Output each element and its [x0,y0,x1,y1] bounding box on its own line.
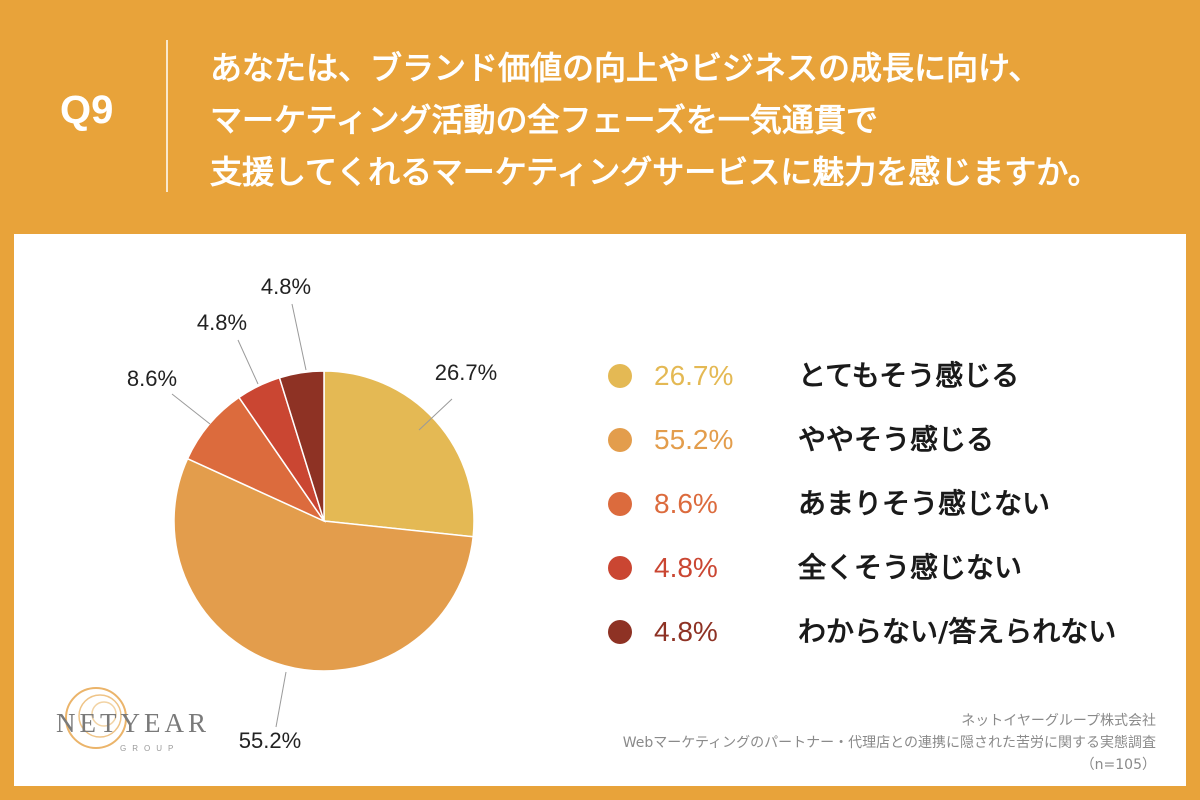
question-line-1: あなたは、ブランド価値の向上やビジネスの成長に向け、 [210,49,1041,87]
legend-value-5: 4.8% [654,616,718,647]
legend-dot-2 [608,428,632,452]
question-line-2: マーケティング活動の全フェーズを一気通貫で [210,101,878,139]
pie-chart: 26.7% 55.2% 8.6% 4.8% 4.8% [127,274,497,753]
pie-slice-1 [323,370,475,538]
logo-swirl-icon [65,687,127,749]
legend-item-2: 55.2% ややそう感じる [608,420,1168,460]
legend-value-3: 8.6% [654,488,718,519]
header-divider [166,40,168,192]
question-number: Q9 [60,88,114,132]
source-survey: Webマーケティングのパートナー・代理店との連携に隠された苦労に関する実態調査 [622,735,1156,751]
slice-label-5: 4.8% [261,274,311,299]
legend-value-2: 55.2% [654,424,734,455]
legend-label-1: とてもそう感じる [798,359,1020,392]
netyear-logo: NETYEAR GROUP [54,672,206,762]
question-line-3: 支援してくれるマーケティングサービスに魅力を感じますか。 [210,153,1100,191]
logo-subtext: GROUP [120,744,180,753]
pie-slice-5 [278,370,325,522]
source-company: ネットイヤーグループ株式会社 [961,713,1156,729]
logo-text: NETYEAR [56,708,210,738]
slice-label-4: 4.8% [197,310,247,335]
source-sample: （n=105） [1080,757,1156,773]
chart-card: 26.7% 55.2% 8.6% 4.8% 4.8% 26.7% とてもそう感じる 55… [14,234,1186,786]
slice-label-1: 26.7% [435,360,497,385]
question-text: あなたは、ブランド価値の向上やビジネスの成長に向け、 マーケティング活動の全フェ… [210,42,1190,198]
legend-label-4: 全くそう感じない [798,551,1023,584]
legend-label-5: わからない/答えられない [798,615,1117,648]
legend-item-5: 4.8% わからない/答えられない [608,612,1168,652]
slice-label-2: 55.2% [239,728,301,753]
legend-value-1: 26.7% [654,360,734,391]
legend-dot-3 [608,492,632,516]
leader-line-1 [418,398,453,431]
question-header: Q9 あなたは、ブランド価値の向上やビジネスの成長に向け、 マーケティング活動の… [0,0,1200,232]
legend-value-4: 4.8% [654,552,718,583]
leader-line-4 [237,339,259,385]
source-note: ネットイヤーグループ株式会社 Webマーケティングのパートナー・代理店との連携に… [623,710,1156,776]
legend-item-3: 8.6% あまりそう感じない [608,484,1168,524]
legend-label-3: あまりそう感じない [798,487,1051,520]
slice-label-3: 8.6% [127,366,177,391]
legend-item-1: 26.7% とてもそう感じる [608,356,1168,396]
legend-dot-5 [608,620,632,644]
legend-dot-1 [608,364,632,388]
pie-slice-2 [173,457,474,672]
legend-label-2: ややそう感じる [798,423,995,456]
legend-dot-4 [608,556,632,580]
leader-line-3 [171,393,211,425]
leader-line-2 [275,671,287,728]
legend-item-4: 4.8% 全くそう感じない [608,548,1168,588]
leader-line-5 [291,303,307,371]
